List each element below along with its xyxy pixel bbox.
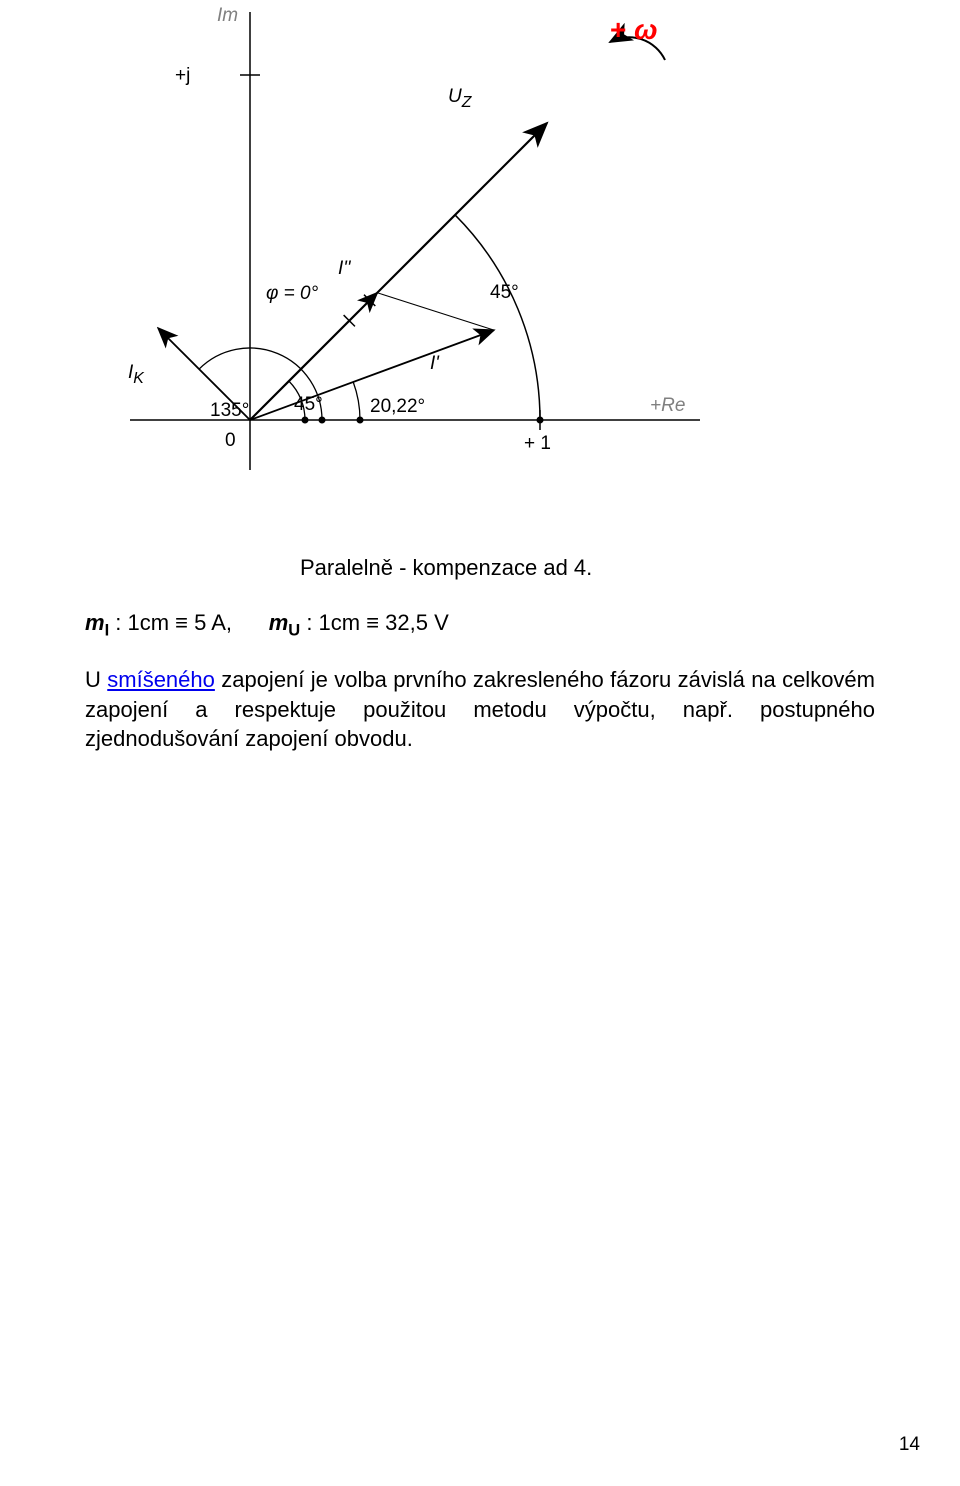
omega-label: + ω: [610, 14, 658, 46]
link-smiseneho: smíšeného: [107, 667, 215, 692]
uz-label: UZ: [448, 86, 471, 112]
phi-label: φ = 0°: [266, 283, 318, 305]
135-label: 135°: [210, 400, 249, 422]
ik-label: IK: [128, 362, 144, 388]
i-double-prime-label: I'': [338, 258, 351, 280]
2022-label: 20,22°: [370, 396, 425, 418]
i-prime-label: I': [430, 353, 439, 375]
scale-line: mI : 1cm ≡ 5 A, mU : 1cm ≡ 32,5 V: [85, 610, 449, 640]
diagram-caption: Paralelně - kompenzace ad 4.: [300, 555, 592, 581]
page-number: 14: [899, 1434, 920, 1456]
body-paragraph: U smíšeného zapojení je volba prvního za…: [85, 665, 875, 754]
re-axis-label: +Re: [650, 395, 685, 417]
phasor-diagram: Im +j IK I'' φ = 0° UZ I' 45° 45° 20,22°…: [110, 0, 710, 520]
small-45-label: 45°: [294, 394, 323, 416]
diagram-svg: [110, 0, 710, 520]
origin-label: 0: [225, 430, 236, 452]
im-axis-label: Im: [217, 5, 238, 27]
big-45-label: 45°: [490, 282, 519, 304]
plus-j-label: +j: [175, 65, 190, 87]
plus-one-label: + 1: [524, 433, 551, 455]
